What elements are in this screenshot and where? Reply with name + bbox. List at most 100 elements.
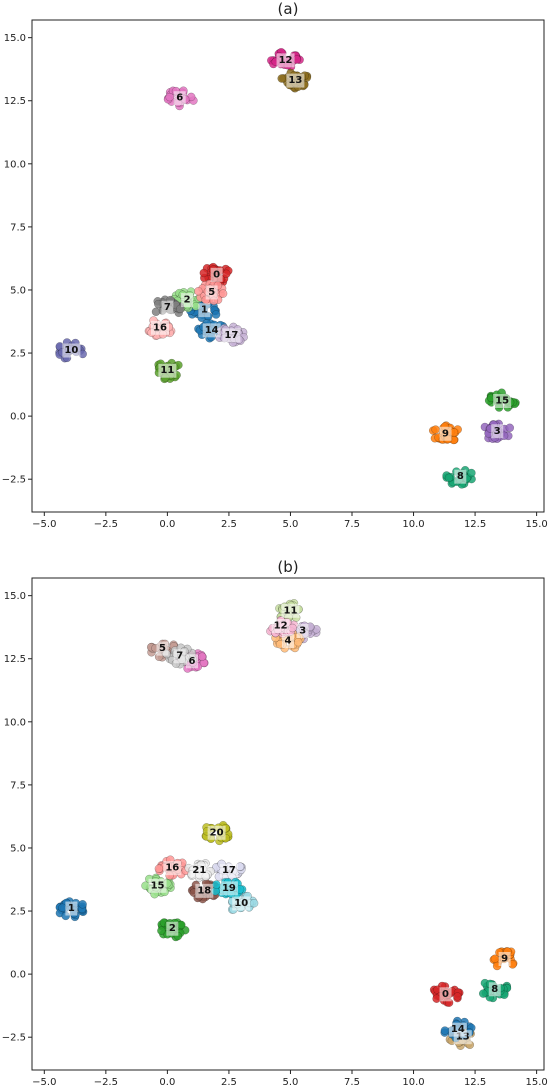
scatter-point	[467, 468, 476, 478]
y-tick-label: −2.5	[2, 1033, 26, 1044]
cluster-label-bg	[222, 328, 241, 343]
y-tick-label: 5.0	[10, 285, 26, 296]
x-tick-label: 5.0	[283, 519, 299, 530]
cluster-label: 12	[274, 620, 288, 631]
cluster-label-bg	[202, 323, 221, 338]
x-tick-label: 10.0	[402, 519, 424, 530]
cluster-label: 16	[153, 322, 167, 333]
cluster-label: 13	[456, 1032, 470, 1043]
cluster-label: 14	[451, 1024, 465, 1035]
cluster-label: 0	[442, 989, 449, 1000]
scatter-point	[249, 898, 259, 908]
cluster-label-bg	[158, 363, 177, 378]
plot-frame	[31, 19, 545, 513]
scatter-point	[177, 920, 186, 930]
cluster-label: 20	[210, 827, 224, 838]
cluster-label: 1	[201, 305, 208, 316]
cluster-label-bg	[190, 863, 209, 878]
scatter-point	[154, 864, 164, 873]
cluster-label: 6	[189, 656, 196, 667]
x-tick-label: 15.0	[525, 1077, 547, 1088]
cluster-label: 11	[284, 605, 298, 616]
cluster-label: 1	[68, 903, 75, 914]
cluster-label: 10	[234, 898, 248, 909]
y-tick-label: 0.0	[10, 412, 26, 423]
scatter-point	[197, 652, 207, 661]
cluster-label: 12	[279, 55, 293, 66]
scatter-point	[277, 74, 286, 83]
cluster-label: 21	[192, 865, 206, 876]
cluster-label: 2	[184, 295, 191, 306]
cluster-label: 4	[285, 636, 292, 647]
cluster-label: 0	[213, 269, 220, 280]
scatter-point	[218, 289, 228, 298]
scatter-point	[212, 880, 221, 889]
y-tick-label: 7.5	[10, 780, 26, 791]
scatter-point	[478, 989, 488, 998]
scatter-point	[444, 473, 454, 483]
cluster-label-bg	[286, 73, 305, 88]
cluster-label-bg	[271, 618, 290, 633]
cluster-label-bg	[166, 921, 179, 936]
cluster-label-bg	[195, 883, 214, 898]
cluster-label-bg	[148, 878, 167, 893]
cluster-label-bg	[207, 825, 226, 840]
scatter-point	[431, 425, 440, 434]
x-tick-label: 5.0	[283, 1077, 299, 1088]
cluster-label: 5	[159, 643, 166, 654]
cluster-label: 16	[165, 863, 179, 874]
cluster-label-bg	[161, 300, 174, 315]
scatter-points	[55, 599, 518, 1050]
chart-panel-a: (a)−5.0 −2.5 0.0 2.5 5.0 7.5 10.0 12.5 15.0−2.50…	[2, 0, 548, 530]
cluster-label: 6	[176, 93, 183, 104]
scatter-point	[505, 423, 515, 433]
cluster-label: 10	[64, 345, 78, 356]
scatter-point	[141, 881, 150, 890]
cluster-label: 11	[160, 365, 174, 376]
x-tick-label: 12.5	[464, 1077, 486, 1088]
scatter-point	[432, 994, 441, 1003]
scatter-point	[78, 900, 87, 909]
y-tick-label: 2.5	[10, 349, 26, 360]
x-tick-label: −2.5	[94, 1077, 118, 1088]
cluster-label-bg	[232, 896, 251, 911]
cluster-label: 7	[164, 302, 171, 313]
scatter-point	[453, 992, 462, 1001]
y-tick-label: 15.0	[4, 591, 26, 602]
cluster-label: 17	[224, 330, 238, 341]
cluster-label: 8	[491, 984, 498, 995]
x-tick-label: 7.5	[344, 519, 360, 530]
cluster-label: 17	[222, 865, 236, 876]
cluster-label-bg	[62, 343, 81, 358]
cluster-label-bg	[498, 951, 511, 966]
scatter-point	[293, 637, 303, 647]
cluster-label-bg	[173, 649, 186, 664]
x-tick-label: 2.5	[221, 519, 237, 530]
cluster-label: 15	[151, 880, 165, 891]
cluster-label-bg	[491, 424, 504, 439]
cluster-label: 5	[208, 287, 215, 298]
cluster-label-bg	[210, 267, 223, 282]
chart-title: (a)	[278, 0, 299, 18]
y-tick-label: 5.0	[10, 843, 26, 854]
x-tick-label: 0.0	[159, 519, 175, 530]
cluster-label-bg	[205, 285, 218, 300]
scatter-point	[58, 903, 67, 913]
scatter-point	[154, 299, 163, 309]
cluster-label-bg	[65, 901, 78, 916]
y-tick-label: 12.5	[4, 96, 26, 107]
cluster-label: 19	[222, 883, 236, 894]
y-tick-label: 7.5	[10, 222, 26, 233]
x-tick-label: −5.0	[32, 1077, 56, 1088]
cluster-label-bg	[454, 469, 467, 484]
cluster-label-bg	[488, 982, 501, 997]
cluster-label-bg	[198, 303, 211, 318]
cluster-label: 15	[495, 395, 509, 406]
x-tick-label: −5.0	[32, 519, 56, 530]
x-tick-label: 12.5	[464, 519, 486, 530]
cluster-label-bg	[163, 861, 182, 876]
cluster-label: 2	[169, 923, 176, 934]
cluster-label: 8	[457, 471, 464, 482]
scatter-point	[199, 268, 209, 278]
x-tick-label: 0.0	[159, 1077, 175, 1088]
